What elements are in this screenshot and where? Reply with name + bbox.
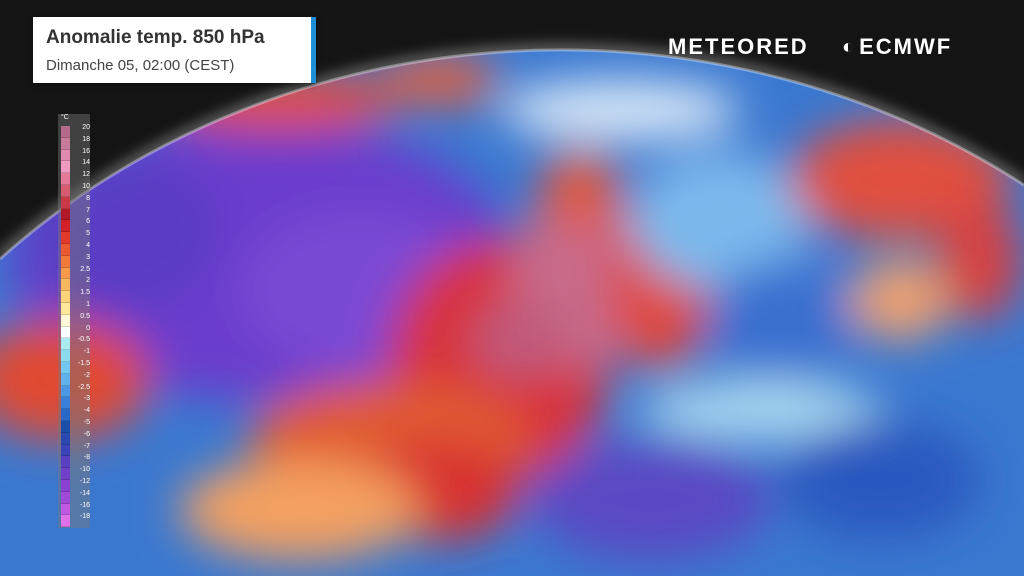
legend-label: -5 [83,418,90,426]
globe-edge [0,48,1024,261]
legend-label: 1 [86,300,90,308]
legend-label: -14 [79,489,90,497]
legend-unit: °C [61,114,69,121]
legend-color-bar [61,126,70,528]
legend-swatch [61,149,70,162]
legend-label: -12 [79,477,90,485]
legend-label: -3 [83,395,90,403]
legend-swatch [61,302,70,315]
legend-label: -0.5 [77,336,90,344]
legend-swatch [61,503,70,516]
legend-label: 14 [82,159,90,167]
legend-swatch [61,338,70,351]
title-panel: Anomalie temp. 850 hPa Dimanche 05, 02:0… [33,17,316,83]
legend-swatch [61,350,70,362]
legend-swatch [61,385,70,398]
legend-label: 0 [86,324,90,332]
legend-label: -2 [83,371,90,379]
legend-swatch [61,515,70,528]
legend-labels: 20 18 16 14 12 10 8 7 6 5 4 3 2.5 2 1.5 1 0.5 0 -0.5 -1 -1.5… [72,122,90,523]
legend-swatch [61,326,70,339]
ecmwf-logo-text: ECMWF [859,34,953,59]
legend-label: 2 [86,277,90,285]
legend-swatch [61,373,70,386]
legend-swatch [61,126,70,138]
legend-swatch [61,456,70,469]
legend-label: -7 [83,442,90,450]
legend-label: 2.5 [80,265,90,273]
legend-swatch [61,161,70,174]
legend-swatch [61,255,70,268]
legend-label: -18 [79,513,90,521]
legend-label: 20 [82,124,90,131]
legend-label: 8 [86,194,90,202]
legend-swatch [61,291,70,303]
legend-swatch [61,491,70,504]
legend-label: 5 [86,230,90,238]
legend-label: 10 [82,182,90,190]
legend-swatch [61,220,70,233]
ecmwf-emblem-icon: ◐ [842,35,857,58]
legend-label: -1.5 [77,359,90,367]
legend-label: 7 [86,206,90,214]
legend-label: 0.5 [80,312,90,320]
legend-swatch [61,420,70,433]
legend-label: 6 [86,218,90,226]
legend-swatch [61,444,70,457]
map-timestamp: Dimanche 05, 02:00 (CEST) [46,57,235,74]
legend-swatch [61,184,70,197]
legend-label: 4 [86,241,90,249]
legend-swatch [61,208,70,221]
legend-swatch [61,232,70,244]
legend-label: 12 [82,171,90,179]
legend-label: 18 [82,135,90,143]
legend-label: -10 [79,466,90,474]
legend-label: 1.5 [80,289,90,297]
legend-swatch [61,468,70,480]
legend-label: -1 [83,348,90,356]
legend-swatch [61,409,70,421]
meteored-logo: METEORED [668,34,809,59]
ecmwf-logo: ◐ ECMWF [842,34,952,60]
legend-label: -8 [83,454,90,462]
legend-label: -16 [79,501,90,509]
legend-swatch [61,479,70,492]
legend-swatch [61,432,70,445]
legend-swatch [61,361,70,374]
legend-label: -2.5 [77,383,90,391]
legend-swatch [61,314,70,327]
legend-label: -6 [83,430,90,438]
color-scale-legend: °C 20 18 16 14 12 10 8 7 6 5 4 3 2.5 2 1.5 1 0.5 0 -0.5 -1 -… [58,114,90,528]
legend-swatch [61,243,70,256]
legend-swatch [61,196,70,209]
legend-swatch [61,279,70,292]
legend-swatch [61,137,70,150]
map-title: Anomalie temp. 850 hPa [46,27,265,48]
legend-swatch [61,267,70,280]
legend-label: 16 [82,147,90,155]
legend-swatch [61,397,70,410]
legend-swatch [61,173,70,185]
legend-label: 3 [86,253,90,261]
legend-label: -4 [83,407,90,415]
